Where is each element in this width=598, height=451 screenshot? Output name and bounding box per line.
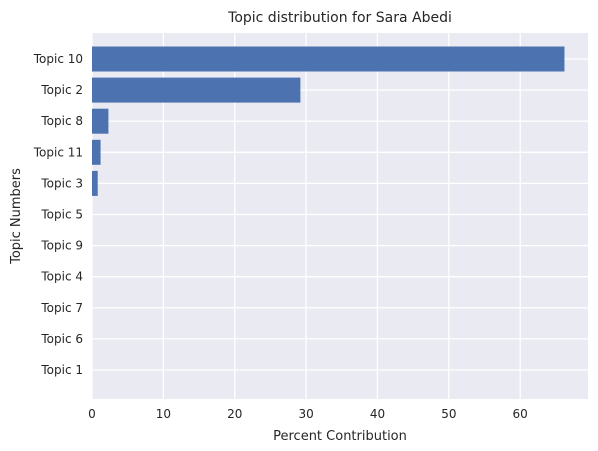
chart-title: Topic distribution for Sara Abedi — [227, 10, 452, 26]
x-axis-label: Percent Contribution — [273, 429, 407, 444]
bar-topic-2 — [92, 77, 301, 103]
y-tick-label: Topic 9 — [40, 239, 83, 253]
y-tick-label: Topic 6 — [40, 332, 83, 346]
y-tick-label: Topic 2 — [40, 83, 83, 97]
bar-topic-3 — [92, 170, 98, 196]
bars — [92, 46, 565, 196]
x-tick-label: 50 — [441, 407, 456, 421]
x-tick-label: 0 — [88, 407, 96, 421]
bar-topic-11 — [92, 139, 101, 165]
y-tick-label: Topic 8 — [40, 114, 83, 128]
y-tick-label: Topic 3 — [40, 176, 83, 190]
y-tick-label: Topic 5 — [40, 208, 83, 222]
x-tick-label: 40 — [370, 407, 385, 421]
y-tick-label: Topic 11 — [33, 145, 83, 159]
x-tick-labels: 0 10 20 30 40 50 60 — [88, 407, 528, 421]
y-tick-label: Topic 4 — [40, 270, 83, 284]
y-tick-label: Topic 7 — [40, 301, 83, 315]
y-tick-label: Topic 10 — [33, 52, 83, 66]
y-tick-labels: Topic 10 Topic 2 Topic 8 Topic 11 Topic 3 Top… — [33, 52, 83, 377]
bar-topic-10 — [92, 46, 565, 72]
x-tick-label: 60 — [513, 407, 528, 421]
x-tick-label: 30 — [298, 407, 313, 421]
y-tick-label: Topic 1 — [40, 363, 83, 377]
x-tick-label: 20 — [227, 407, 242, 421]
bar-topic-8 — [92, 108, 109, 134]
y-axis-label: Topic Numbers — [9, 168, 24, 265]
x-tick-label: 10 — [156, 407, 171, 421]
